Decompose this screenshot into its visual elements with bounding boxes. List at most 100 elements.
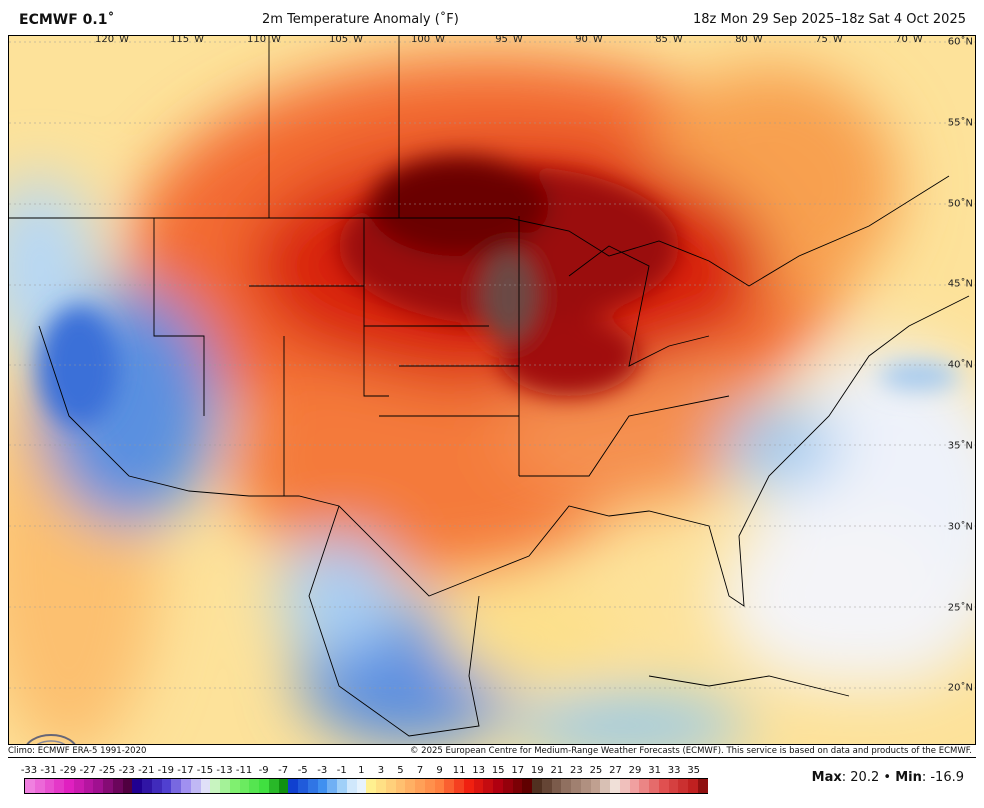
colorbar-swatch xyxy=(356,779,367,793)
colorbar-swatch xyxy=(385,779,396,793)
colorbar-tick-label: 21 xyxy=(550,765,564,776)
longitude-label: 75˚W xyxy=(815,35,843,45)
colorbar-swatch xyxy=(444,779,454,793)
colorbar-tick-label: 3 xyxy=(377,765,385,776)
colorbar-tick-label: 23 xyxy=(570,765,583,776)
colorbar-swatch xyxy=(239,779,250,793)
colorbar-tick-label: 11 xyxy=(452,765,466,776)
colorbar-swatch xyxy=(522,779,532,793)
latitude-label: 60˚N xyxy=(947,36,973,48)
colorbar-swatch xyxy=(610,779,620,793)
colorbar-tick-label: -31 xyxy=(40,765,57,776)
latitude-label: 40˚N xyxy=(947,359,973,371)
colorbar-tick-label: 7 xyxy=(416,765,424,776)
longitude-label: 115˚W xyxy=(170,35,204,45)
colorbar-swatch xyxy=(629,779,640,793)
colorbar-swatch xyxy=(600,779,610,793)
colorbar-swatch xyxy=(161,779,172,793)
colorbar-swatch xyxy=(639,779,649,793)
max-label: Max xyxy=(811,770,842,785)
colorbar-swatch xyxy=(171,779,181,793)
climo-note: Climo: ECMWF ERA-5 1991-2020 xyxy=(8,746,147,756)
colorbar-tick-label: -23 xyxy=(118,765,135,776)
weatherbell-logo: WEATHERBELL xyxy=(26,734,76,744)
separator: • xyxy=(883,770,892,785)
colorbar-swatch xyxy=(210,779,220,793)
colorbar-swatch xyxy=(25,779,35,793)
colorbar-tick-label: 27 xyxy=(609,765,622,776)
colorbar-swatch xyxy=(454,779,464,793)
longitude-label: 95˚W xyxy=(495,35,523,45)
latitude-label: 45˚N xyxy=(947,278,973,290)
colorbar-swatch xyxy=(561,779,571,793)
colorbar-tick-label: -3 xyxy=(317,765,328,776)
colorbar-tick-label: -29 xyxy=(59,765,77,776)
colorbar-swatch xyxy=(220,779,230,793)
colorbar-swatch xyxy=(658,779,669,793)
colorbar-tick-label: -5 xyxy=(297,765,308,776)
longitude-label: 70˚W xyxy=(895,35,923,45)
max-value: 20.2 xyxy=(850,770,880,785)
colorbar-swatch xyxy=(541,779,552,793)
colorbar-swatch xyxy=(346,779,357,793)
colorbar-tick-label: 17 xyxy=(511,765,525,776)
colorbar-tick-label: 33 xyxy=(667,765,681,776)
max-min-stats: Max: 20.2 • Min: -16.9 xyxy=(811,770,964,785)
colorbar-swatch xyxy=(366,779,376,793)
colorbar-swatch xyxy=(93,779,103,793)
colorbar-swatch xyxy=(502,779,513,793)
colorbar-tick-label: -11 xyxy=(235,765,253,776)
valid-period: 18z Mon 29 Sep 2025–18z Sat 4 Oct 2025 xyxy=(693,12,966,27)
latitude-label: 35˚N xyxy=(947,440,973,452)
latitude-label: 55˚N xyxy=(947,117,973,129)
colorbar-tick-label: -25 xyxy=(99,765,116,776)
colorbar-swatch xyxy=(181,779,191,793)
colorbar-swatch xyxy=(532,779,542,793)
colorbar-swatch xyxy=(668,779,679,793)
colorbar-swatch xyxy=(307,779,318,793)
colorbar-swatch xyxy=(590,779,601,793)
colorbar-tick-label: 29 xyxy=(628,765,642,776)
model-label: ECMWF 0.1˚ xyxy=(19,12,115,28)
colorbar-tick-label: 19 xyxy=(530,765,544,776)
colorbar-swatch xyxy=(259,779,269,793)
colorbar-tick-label: 25 xyxy=(589,765,603,776)
colorbar-tick-label: -19 xyxy=(157,765,175,776)
copyright-note: © 2025 European Centre for Medium-Range … xyxy=(409,746,972,756)
colorbar-swatch xyxy=(278,779,289,793)
longitude-label: 120˚W xyxy=(95,35,129,45)
colorbar-tick-label: -15 xyxy=(196,765,214,776)
colorbar-tick-label: 9 xyxy=(436,765,443,776)
colorbar-tick-label: 13 xyxy=(472,765,486,776)
colorbar-swatch xyxy=(190,779,201,793)
colorbar-swatch xyxy=(424,779,435,793)
colorbar-swatch xyxy=(697,779,708,793)
colorbar-swatch xyxy=(376,779,386,793)
colorbar-swatch xyxy=(483,779,493,793)
longitude-label: 105˚W xyxy=(329,35,363,45)
colorbar-swatch xyxy=(288,779,298,793)
longitude-label: 110˚W xyxy=(247,35,281,45)
colorbar-tick-label: -13 xyxy=(216,765,233,776)
colorbar-swatch xyxy=(249,779,259,793)
latitude-label: 30˚N xyxy=(947,521,973,533)
colorbar-swatch xyxy=(229,779,240,793)
map-field xyxy=(9,36,975,744)
divider xyxy=(8,757,976,758)
colorbar-swatch xyxy=(132,779,142,793)
colorbar-tick-label: -27 xyxy=(79,765,96,776)
colorbar-swatch xyxy=(103,779,113,793)
temperature-anomaly-map: 120˚W 115˚W 110˚W 105˚W 100˚W 95˚W 90˚W 85˚W 80˚… xyxy=(8,35,976,745)
longitude-label: 80˚W xyxy=(735,35,763,45)
colorbar-swatch xyxy=(395,779,406,793)
colorbar-swatch xyxy=(317,779,328,793)
colorbar xyxy=(24,778,708,794)
colorbar-tick-label: -9 xyxy=(258,765,269,776)
colorbar-swatch xyxy=(298,779,308,793)
colorbar-tick-label: 35 xyxy=(687,765,701,776)
colorbar-swatch xyxy=(678,779,688,793)
colorbar-swatch xyxy=(64,779,74,793)
latitude-label: 50˚N xyxy=(947,198,973,210)
min-value: -16.9 xyxy=(930,770,964,785)
colorbar-swatch xyxy=(551,779,562,793)
